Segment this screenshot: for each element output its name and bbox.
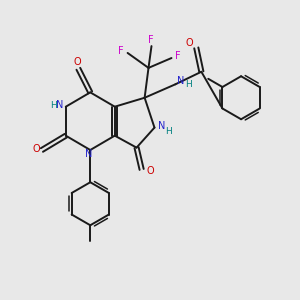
Text: N: N (85, 148, 92, 159)
Text: O: O (73, 57, 81, 67)
Text: F: F (118, 46, 124, 56)
Text: H: H (185, 80, 192, 89)
Text: O: O (33, 144, 40, 154)
Text: N: N (56, 100, 63, 110)
Text: F: F (148, 34, 154, 44)
Text: N: N (158, 121, 166, 131)
Text: H: H (165, 127, 172, 136)
Text: F: F (175, 51, 181, 61)
Text: N: N (177, 76, 184, 86)
Text: O: O (146, 166, 154, 176)
Text: O: O (186, 38, 194, 48)
Text: H: H (50, 101, 57, 110)
